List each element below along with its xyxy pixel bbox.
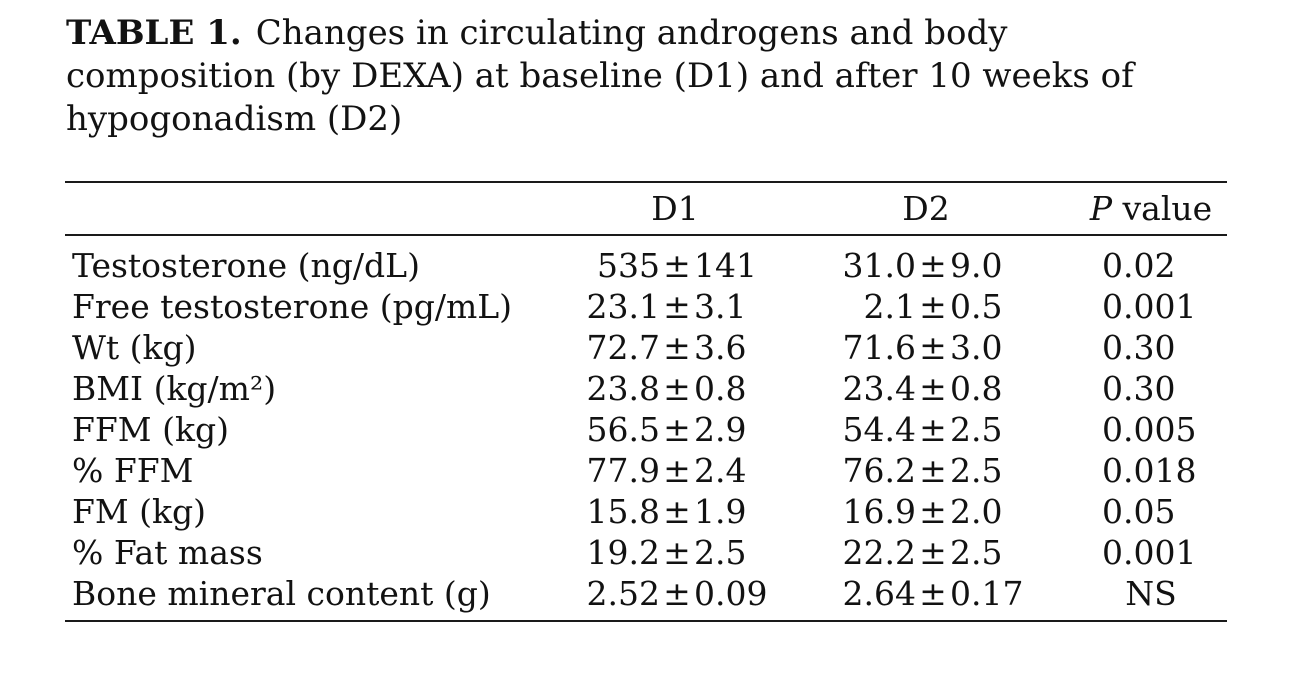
d1-mean: 15.8 [586, 492, 660, 531]
caption-line-1: TABLE 1. Changes in circulating androgens… [66, 12, 1134, 55]
plus-minus-sign: ± [919, 287, 947, 326]
p-value-cell: 0.001 [1102, 533, 1197, 572]
table-number-label: TABLE 1. [66, 13, 242, 53]
p-value-cell: 0.005 [1102, 410, 1197, 449]
d2-sd: 2.5 [950, 533, 1003, 572]
p-value-cell: 0.001 [1102, 287, 1197, 326]
plus-minus-sign: ± [919, 451, 947, 490]
p-italic: P [1089, 189, 1113, 228]
table-row: FFM (kg) 56.5 ± 2.9 54.4 ± 2.5 0.005 [65, 409, 1227, 450]
d2-sd: 2.5 [950, 451, 1003, 490]
caption-line-3: hypogonadism (D2) [66, 99, 403, 139]
d2-sd: 0.17 [950, 574, 1024, 613]
d1-mean: 72.7 [586, 328, 660, 367]
d2-sd: 0.5 [950, 287, 1003, 326]
p-value-cell: 0.02 [1102, 246, 1176, 285]
row-label: Bone mineral content (g) [72, 574, 491, 613]
row-label: BMI (kg/m²) [72, 369, 277, 408]
table-header-row: D1 D2 P value [65, 183, 1227, 236]
d2-mean: 31.0 [842, 246, 916, 285]
row-label: % Fat mass [72, 533, 263, 572]
d1-sd: 1.9 [694, 492, 747, 531]
caption-line-2: composition (by DEXA) at baseline (D1) a… [66, 56, 1134, 96]
plus-minus-sign: ± [663, 492, 691, 531]
p-value-cell: 0.30 [1102, 369, 1176, 408]
table-caption: TABLE 1. Changes in circulating androgens… [66, 12, 1134, 141]
table-row: FM (kg) 15.8 ± 1.9 16.9 ± 2.0 0.05 [65, 491, 1227, 532]
d1-mean: 23.8 [586, 369, 660, 408]
row-label: Testosterone (ng/dL) [72, 246, 420, 285]
d1-sd: 0.8 [694, 369, 747, 408]
d1-mean: 56.5 [586, 410, 660, 449]
plus-minus-sign: ± [919, 369, 947, 408]
plus-minus-sign: ± [663, 574, 691, 613]
d2-sd: 3.0 [950, 328, 1003, 367]
plus-minus-sign: ± [663, 328, 691, 367]
p-value-cell: 0.30 [1102, 328, 1176, 367]
header-d1: D1 [651, 189, 699, 228]
d2-mean: 76.2 [842, 451, 916, 490]
plus-minus-sign: ± [663, 451, 691, 490]
d1-sd: 2.5 [694, 533, 747, 572]
d1-sd: 2.4 [694, 451, 747, 490]
row-label: Free testosterone (pg/mL) [72, 287, 513, 326]
d1-mean: 77.9 [586, 451, 660, 490]
p-value-cell: NS [1125, 574, 1177, 613]
plus-minus-sign: ± [919, 246, 947, 285]
plus-minus-sign: ± [919, 410, 947, 449]
header-d2: D2 [902, 189, 950, 228]
caption-text: Changes in circulating androgens and bod… [255, 13, 1008, 53]
p-value-cell: 0.018 [1102, 451, 1197, 490]
d2-sd: 2.0 [950, 492, 1003, 531]
plus-minus-sign: ± [663, 369, 691, 408]
plus-minus-sign: ± [663, 410, 691, 449]
d2-mean: 16.9 [842, 492, 916, 531]
plus-minus-sign: ± [919, 328, 947, 367]
p-value-word: value [1112, 189, 1213, 228]
d1-sd: 2.9 [694, 410, 747, 449]
table-row: BMI (kg/m²) 23.8 ± 0.8 23.4 ± 0.8 0.30 [65, 368, 1227, 409]
table-body: Testosterone (ng/dL) 535 ± 141 31.0 ± 9.… [65, 236, 1227, 620]
p-value-cell: 0.05 [1102, 492, 1176, 531]
plus-minus-sign: ± [663, 246, 691, 285]
d1-mean: 535 [597, 246, 660, 285]
d2-sd: 0.8 [950, 369, 1003, 408]
d2-mean: 2.64 [842, 574, 916, 613]
plus-minus-sign: ± [919, 574, 947, 613]
row-label: % FFM [72, 451, 194, 490]
d2-mean: 22.2 [842, 533, 916, 572]
table-row: Wt (kg) 72.7 ± 3.6 71.6 ± 3.0 0.30 [65, 327, 1227, 368]
plus-minus-sign: ± [663, 533, 691, 572]
d2-sd: 9.0 [950, 246, 1003, 285]
d1-sd: 141 [694, 246, 757, 285]
data-table: D1 D2 P value Testosterone (ng/dL) 535 ±… [65, 181, 1227, 622]
d2-mean: 23.4 [842, 369, 916, 408]
d1-mean: 23.1 [586, 287, 660, 326]
row-label: Wt (kg) [72, 328, 197, 367]
plus-minus-sign: ± [663, 287, 691, 326]
d1-sd: 3.1 [694, 287, 747, 326]
table-row: Bone mineral content (g) 2.52 ± 0.09 2.6… [65, 573, 1227, 614]
d2-sd: 2.5 [950, 410, 1003, 449]
d1-mean: 2.52 [586, 574, 660, 613]
d1-mean: 19.2 [586, 533, 660, 572]
d1-sd: 3.6 [694, 328, 747, 367]
table-row: % FFM 77.9 ± 2.4 76.2 ± 2.5 0.018 [65, 450, 1227, 491]
header-p-value: P value [1075, 183, 1227, 234]
d2-mean: 2.1 [863, 287, 916, 326]
row-label: FFM (kg) [72, 410, 229, 449]
table-row: Free testosterone (pg/mL) 23.1 ± 3.1 2.1… [65, 286, 1227, 327]
d2-mean: 71.6 [842, 328, 916, 367]
row-label: FM (kg) [72, 492, 207, 531]
d2-mean: 54.4 [842, 410, 916, 449]
d1-sd: 0.09 [694, 574, 768, 613]
table-row: Testosterone (ng/dL) 535 ± 141 31.0 ± 9.… [65, 245, 1227, 286]
plus-minus-sign: ± [919, 492, 947, 531]
plus-minus-sign: ± [919, 533, 947, 572]
table-row: % Fat mass 19.2 ± 2.5 22.2 ± 2.5 0.001 [65, 532, 1227, 573]
